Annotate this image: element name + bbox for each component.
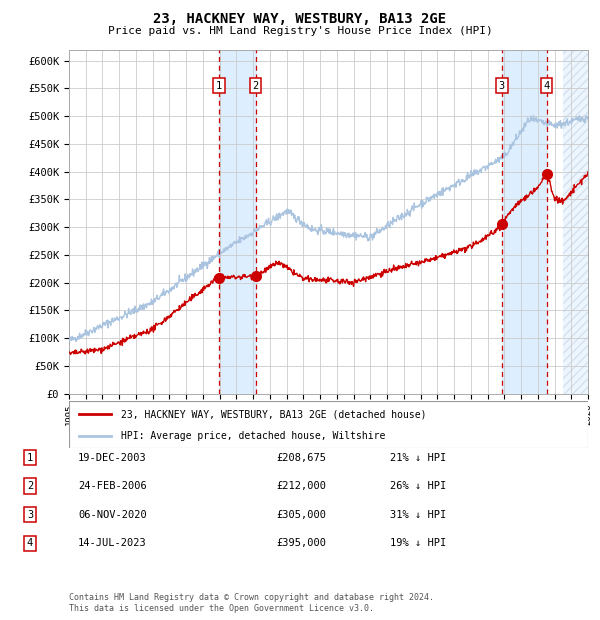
Text: 4: 4: [27, 538, 33, 548]
Text: 26% ↓ HPI: 26% ↓ HPI: [390, 481, 446, 491]
Text: £212,000: £212,000: [276, 481, 326, 491]
Text: 2: 2: [27, 481, 33, 491]
Text: 06-NOV-2020: 06-NOV-2020: [78, 510, 147, 520]
Text: 21% ↓ HPI: 21% ↓ HPI: [390, 453, 446, 463]
Text: 19% ↓ HPI: 19% ↓ HPI: [390, 538, 446, 548]
FancyBboxPatch shape: [69, 401, 588, 448]
Bar: [502, 50, 547, 394]
Text: £395,000: £395,000: [276, 538, 326, 548]
Text: 2: 2: [253, 81, 259, 91]
Text: HPI: Average price, detached house, Wiltshire: HPI: Average price, detached house, Wilt…: [121, 431, 385, 441]
Text: 3: 3: [499, 81, 505, 91]
Text: 23, HACKNEY WAY, WESTBURY, BA13 2GE: 23, HACKNEY WAY, WESTBURY, BA13 2GE: [154, 12, 446, 27]
Text: 14-JUL-2023: 14-JUL-2023: [78, 538, 147, 548]
Bar: [563, 50, 600, 394]
Text: 1: 1: [27, 453, 33, 463]
Text: 24-FEB-2006: 24-FEB-2006: [78, 481, 147, 491]
Text: £208,675: £208,675: [276, 453, 326, 463]
Text: 19-DEC-2003: 19-DEC-2003: [78, 453, 147, 463]
Text: 3: 3: [27, 510, 33, 520]
Bar: [219, 50, 256, 394]
Text: 4: 4: [544, 81, 550, 91]
Text: 1: 1: [216, 81, 222, 91]
Text: £305,000: £305,000: [276, 510, 326, 520]
Text: 31% ↓ HPI: 31% ↓ HPI: [390, 510, 446, 520]
Text: Contains HM Land Registry data © Crown copyright and database right 2024.
This d: Contains HM Land Registry data © Crown c…: [69, 593, 434, 613]
Text: Price paid vs. HM Land Registry's House Price Index (HPI): Price paid vs. HM Land Registry's House …: [107, 26, 493, 36]
Text: 23, HACKNEY WAY, WESTBURY, BA13 2GE (detached house): 23, HACKNEY WAY, WESTBURY, BA13 2GE (det…: [121, 409, 427, 419]
